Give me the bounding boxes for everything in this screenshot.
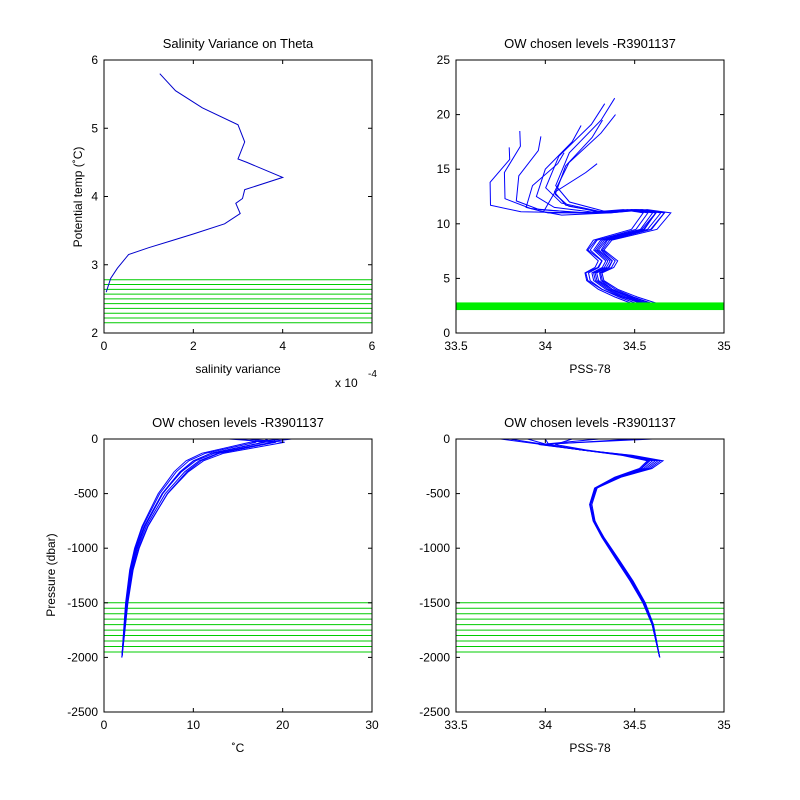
panel2-profile-line [515, 136, 649, 306]
panel4-title: OW chosen levels -R3901137 [504, 415, 676, 430]
panel2-ytick-label: 5 [443, 271, 450, 285]
panel1-ytick-label: 6 [91, 53, 98, 67]
panel2-xtick-label: 34 [539, 339, 553, 353]
panel2-profiles [489, 97, 672, 306]
panel3-profile-line [121, 438, 264, 658]
panel1-variance-curve [105, 73, 285, 293]
panel4-xtick-label: 34 [539, 718, 553, 732]
panel4-ytick-label: -2500 [419, 705, 450, 719]
panel2-ytick-label: 20 [437, 108, 451, 122]
panel3-xtick-label: 30 [365, 718, 379, 732]
panel2-xtick-label: 34.5 [623, 339, 647, 353]
panel3-ytick-label: 0 [91, 432, 98, 446]
panel-salinity-theta: OW chosen levels -R3901137 PSS-78 33.5 34… [437, 36, 731, 376]
panel3-ytick-label: -500 [74, 487, 98, 501]
panel2-ytick-label: 0 [443, 326, 450, 340]
panel2-ytick-label: 25 [437, 53, 451, 67]
panel3-ytick-label: -1000 [67, 541, 98, 555]
panel2-profile-line [535, 125, 658, 306]
panel-salinity-pressure: OW chosen levels -R3901137 PSS-78 33.5 34… [419, 415, 731, 755]
panel2-ytick-label: 10 [437, 217, 451, 231]
panel2-xtick-label: 35 [717, 339, 731, 353]
panel3-title: OW chosen levels -R3901137 [152, 415, 324, 430]
panel4-plot: 33.5 34 34.5 35 -2500 -2000 -1500 -1000 -500 0 [419, 432, 731, 732]
panel4-xtick-label: 35 [717, 718, 731, 732]
panel1-xtick-label: 0 [101, 339, 108, 353]
panel4-ytick-label: -1000 [419, 541, 450, 555]
panel3-xtick-label: 0 [101, 718, 108, 732]
panel1-x-multiplier: x 10 [335, 376, 358, 390]
panel2-profile-line [555, 97, 666, 306]
panel2-xlabel: PSS-78 [569, 362, 611, 376]
panel1-xtick-label: 6 [369, 339, 376, 353]
panel3-xlabel: ˚C [232, 741, 245, 755]
panel4-ytick-label: -1500 [419, 596, 450, 610]
panel1-title: Salinity Variance on Theta [163, 36, 314, 51]
panel2-xtick-label: 33.5 [444, 339, 468, 353]
panel4-profiles [500, 438, 665, 658]
panel4-xtick-label: 33.5 [444, 718, 468, 732]
panel2-ytick-label: 15 [437, 162, 451, 176]
panel3-xtick-label: 10 [187, 718, 201, 732]
panel4-profile-line [538, 438, 665, 658]
panel1-x-exponent: -4 [368, 369, 377, 380]
panel3-ytick-label: -2000 [67, 650, 98, 664]
panel1-xtick-label: 2 [190, 339, 197, 353]
panel4-ytick-label: 0 [443, 432, 450, 446]
panel2-profile-line [503, 130, 645, 306]
panel4-axes-frame [455, 438, 725, 713]
panel3-xtick-label: 20 [276, 718, 290, 732]
panel2-chosen-level-band [456, 302, 724, 311]
panel3-profile-line [121, 438, 283, 658]
panel3-axes-frame [103, 438, 373, 713]
panel2-axes-frame [455, 59, 725, 334]
panel1-ytick-label: 3 [91, 258, 98, 272]
panel2-profile-line [545, 103, 666, 306]
panel1-ytick-label: 4 [91, 190, 98, 204]
panel1-ylabel: Potential temp (˚C) [71, 147, 85, 248]
panel-temperature-pressure: OW chosen levels -R3901137 ˚C Pressure (… [44, 415, 379, 755]
panel-salinity-variance: Salinity Variance on Theta salinity vari… [71, 36, 377, 390]
panel4-ytick-label: -500 [426, 487, 450, 501]
panel4-ytick-label: -2000 [419, 650, 450, 664]
panel2-profile-line [525, 152, 662, 306]
panel4-xlabel: PSS-78 [569, 741, 611, 755]
panel2-profile-line [542, 163, 672, 306]
panel1-ytick-label: 5 [91, 121, 98, 135]
panel3-plot: 0 10 20 30 -2500 -2000 -1500 -1000 -500 0 [67, 432, 379, 732]
panel4-xtick-label: 34.5 [623, 718, 647, 732]
panel3-ytick-label: -1500 [67, 596, 98, 610]
panel1-xtick-label: 4 [279, 339, 286, 353]
panel2-plot: 33.5 34 34.5 35 0 5 10 15 20 25 [437, 53, 731, 353]
panel3-ytick-label: -2500 [67, 705, 98, 719]
panel3-profiles [121, 438, 292, 658]
panel2-title: OW chosen levels -R3901137 [504, 36, 676, 51]
panel1-ytick-label: 2 [91, 326, 98, 340]
panel3-profile-line [121, 438, 275, 658]
panel1-xlabel: salinity variance [195, 362, 281, 376]
panel3-ylabel: Pressure (dbar) [44, 533, 58, 616]
